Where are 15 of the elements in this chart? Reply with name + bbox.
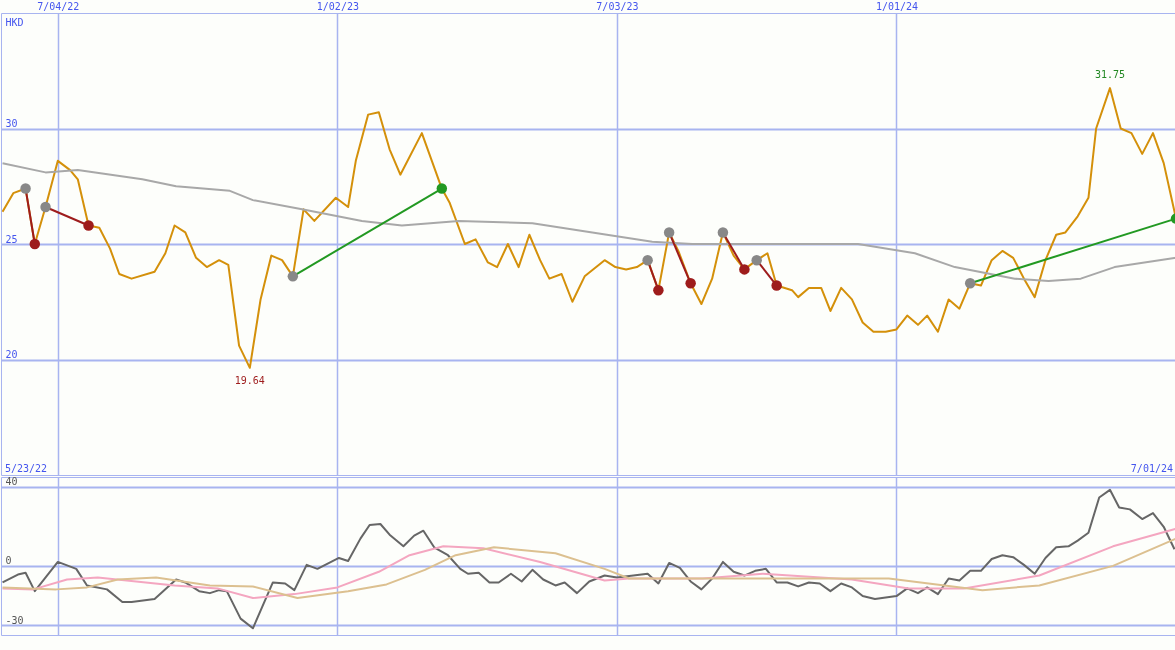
x-tick-label: 7/03/23 xyxy=(596,0,639,12)
annotation: 31.75 xyxy=(1094,69,1126,81)
x-tick-label: 1/01/24 xyxy=(875,0,919,12)
annotation: 19.64 xyxy=(234,374,265,386)
y-tick-label: 0 xyxy=(5,555,12,567)
y-tick-label: -30 xyxy=(5,614,24,626)
y-tick-label: 25 xyxy=(5,233,18,245)
y-tick-label: 40 xyxy=(5,476,18,488)
annotation: 7/01/24 xyxy=(1130,463,1173,474)
y-tick-label: 30 xyxy=(5,118,18,129)
x-tick-label: 7/04/22 xyxy=(37,0,80,12)
x-tick-label: 1/02/23 xyxy=(316,0,359,12)
y-axis-title: HKD xyxy=(5,16,24,28)
y-tick-label: 20 xyxy=(5,349,18,360)
annotation: 5/23/22 xyxy=(5,463,48,474)
